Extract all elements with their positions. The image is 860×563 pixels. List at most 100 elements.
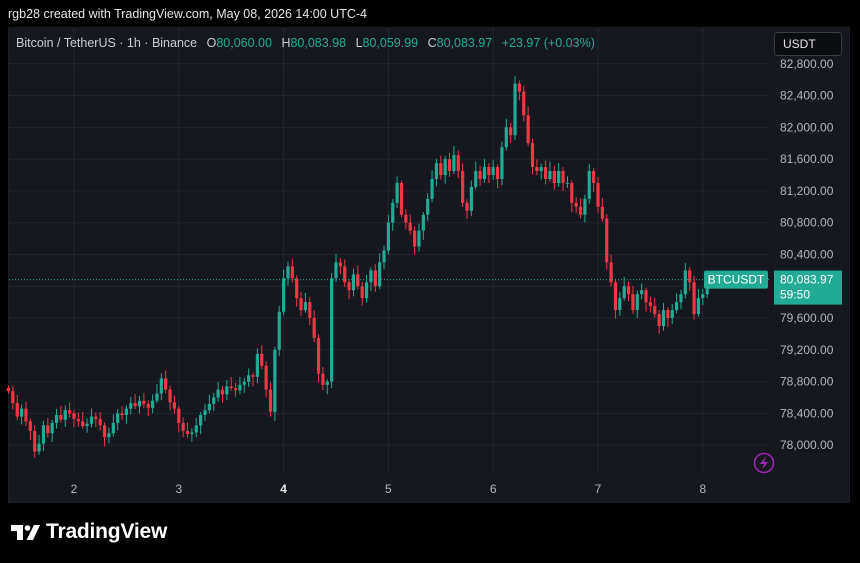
candle[interactable] <box>94 416 98 419</box>
candle[interactable] <box>404 214 408 223</box>
candle[interactable] <box>260 353 264 366</box>
candle[interactable] <box>133 403 137 407</box>
candle[interactable] <box>172 402 177 409</box>
candle[interactable] <box>605 218 609 263</box>
candle[interactable] <box>570 182 574 203</box>
candle[interactable] <box>469 186 473 211</box>
candle[interactable] <box>688 270 692 283</box>
candle[interactable] <box>487 167 491 176</box>
candle[interactable] <box>316 337 321 374</box>
candle[interactable] <box>303 302 308 311</box>
candle[interactable] <box>264 365 268 390</box>
candle[interactable] <box>443 159 447 176</box>
candle[interactable] <box>600 206 604 219</box>
candle[interactable] <box>286 266 290 279</box>
candle[interactable] <box>247 375 251 382</box>
candle[interactable] <box>233 387 238 391</box>
candle[interactable] <box>413 230 417 247</box>
candle[interactable] <box>59 414 63 420</box>
candle[interactable] <box>242 381 246 385</box>
candle[interactable] <box>522 91 526 116</box>
candle[interactable] <box>382 250 386 263</box>
currency-button[interactable]: USDT <box>774 32 842 56</box>
candle[interactable] <box>37 443 41 452</box>
candle[interactable] <box>447 159 452 172</box>
candle[interactable] <box>164 378 168 390</box>
candle[interactable] <box>24 408 28 422</box>
candle[interactable] <box>190 432 194 435</box>
candle[interactable] <box>15 403 19 417</box>
candle[interactable] <box>220 389 225 395</box>
candle[interactable] <box>290 266 294 279</box>
lightning-icon[interactable] <box>753 452 775 474</box>
candle[interactable] <box>587 171 591 199</box>
candle[interactable] <box>20 408 24 417</box>
candle[interactable] <box>661 310 666 326</box>
candle[interactable] <box>626 286 631 295</box>
candle[interactable] <box>631 294 635 311</box>
candle[interactable] <box>225 386 229 395</box>
candle[interactable] <box>360 286 364 299</box>
candle[interactable] <box>574 202 578 207</box>
chart-panel[interactable] <box>8 27 850 503</box>
candle[interactable] <box>500 147 504 179</box>
candle[interactable] <box>456 155 460 172</box>
candle[interactable] <box>609 262 613 283</box>
candle[interactable] <box>102 425 107 438</box>
candle[interactable] <box>675 302 679 311</box>
candle[interactable] <box>33 430 37 452</box>
candle[interactable] <box>81 421 85 427</box>
candle[interactable] <box>369 270 373 283</box>
candle[interactable] <box>282 278 286 312</box>
candle[interactable] <box>701 294 705 299</box>
candle[interactable] <box>107 433 111 438</box>
candle[interactable] <box>207 403 211 411</box>
candle[interactable] <box>548 171 552 179</box>
candle[interactable] <box>229 386 233 388</box>
candle[interactable] <box>544 167 548 179</box>
candle[interactable] <box>439 163 443 176</box>
candle[interactable] <box>364 282 369 299</box>
candle[interactable] <box>504 127 508 148</box>
candle[interactable] <box>578 206 583 215</box>
candle[interactable] <box>216 389 220 398</box>
candle[interactable] <box>251 375 255 377</box>
candle[interactable] <box>635 294 639 311</box>
candle[interactable] <box>535 167 539 172</box>
candle[interactable] <box>334 262 338 279</box>
candle[interactable] <box>495 167 500 179</box>
candle[interactable] <box>181 422 185 431</box>
candle[interactable] <box>644 290 648 303</box>
candle[interactable] <box>557 171 561 183</box>
candle[interactable] <box>325 381 329 385</box>
candle[interactable] <box>199 414 203 426</box>
candle[interactable] <box>530 143 535 168</box>
candle[interactable] <box>417 230 421 247</box>
candle[interactable] <box>50 422 54 434</box>
candle[interactable] <box>426 198 430 215</box>
symbol-name[interactable]: Bitcoin / TetherUS · 1h · Binance <box>16 36 198 50</box>
candle[interactable] <box>129 403 133 409</box>
candle[interactable] <box>72 413 76 419</box>
candle[interactable] <box>461 171 465 203</box>
candle[interactable] <box>648 302 652 307</box>
candle[interactable] <box>312 318 316 338</box>
candle[interactable] <box>434 163 439 179</box>
candle[interactable] <box>6 387 11 392</box>
candle[interactable] <box>111 422 115 434</box>
candle[interactable] <box>583 198 587 215</box>
candle[interactable] <box>185 430 190 435</box>
tradingview-brand[interactable]: TradingView <box>10 520 167 544</box>
candle[interactable] <box>421 214 425 231</box>
candle[interactable] <box>85 423 89 427</box>
candle[interactable] <box>177 408 181 423</box>
candle[interactable] <box>592 171 596 183</box>
candle[interactable] <box>351 274 356 291</box>
candle[interactable] <box>54 414 59 423</box>
candle[interactable] <box>11 391 15 404</box>
candle[interactable] <box>679 294 683 303</box>
candle[interactable] <box>142 400 146 404</box>
candle[interactable] <box>517 83 521 92</box>
candle[interactable] <box>116 413 120 423</box>
